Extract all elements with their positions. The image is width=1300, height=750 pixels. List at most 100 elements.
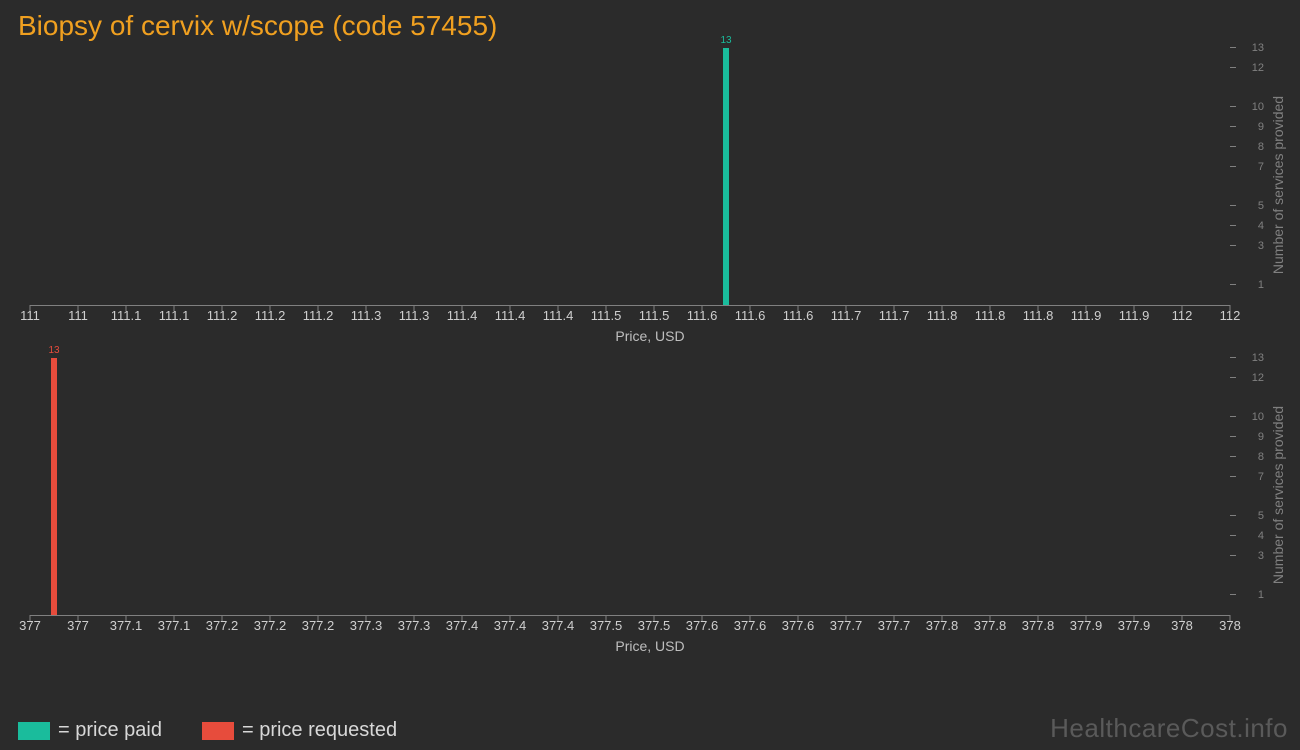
- xtick-label: 377.3: [398, 618, 431, 633]
- ytick-label: 7: [1258, 471, 1264, 483]
- ytick-mark: [1230, 166, 1236, 167]
- xtick-label: 111.5: [591, 308, 622, 323]
- xtick-label: 377.2: [206, 618, 239, 633]
- ytick-mark: [1230, 245, 1236, 246]
- ytick-label: 3: [1258, 240, 1264, 252]
- chart-top: Number of services provided 134578910121…: [20, 48, 1280, 344]
- ytick-label: 1: [1258, 279, 1264, 291]
- ytick-mark: [1230, 476, 1236, 477]
- xtick-label: 111.3: [351, 308, 382, 323]
- chart-bottom: Number of services provided 134578910121…: [20, 358, 1280, 654]
- ytick-label: 7: [1258, 161, 1264, 173]
- ylabel-top: Number of services provided: [1270, 95, 1286, 273]
- xtick-label: 377.6: [686, 618, 719, 633]
- xtick-label: 111.2: [303, 308, 334, 323]
- ytick-mark: [1230, 535, 1236, 536]
- xtick-label: 111: [20, 308, 40, 323]
- ytick-label: 8: [1258, 451, 1264, 463]
- xtick-label: 377.8: [974, 618, 1007, 633]
- xtick-label: 112: [1220, 308, 1241, 323]
- ytick-mark: [1230, 67, 1236, 68]
- xtick-label: 111.1: [111, 308, 142, 323]
- ytick-label: 10: [1252, 411, 1264, 423]
- xtick-label: 111.2: [207, 308, 238, 323]
- xtick-label: 378: [1171, 618, 1193, 633]
- xtick-label: 378: [1219, 618, 1241, 633]
- legend-swatch-requested: [202, 722, 234, 740]
- ytick-mark: [1230, 126, 1236, 127]
- ytick-label: 5: [1258, 510, 1264, 522]
- page-title: Biopsy of cervix w/scope (code 57455): [0, 0, 1300, 48]
- ytick-label: 12: [1252, 62, 1264, 74]
- ylabel-bottom: Number of services provided: [1270, 405, 1286, 583]
- xtick-label: 377: [19, 618, 41, 633]
- ytick-label: 13: [1252, 352, 1264, 364]
- ytick-label: 9: [1258, 121, 1264, 133]
- xtick-label: 111.9: [1119, 308, 1150, 323]
- xtick-label: 111.5: [639, 308, 670, 323]
- ytick-label: 4: [1258, 220, 1264, 232]
- ytick-mark: [1230, 47, 1236, 48]
- xtick-label: 111: [68, 308, 88, 323]
- legend-swatch-paid: [18, 722, 50, 740]
- xtick-label: 111.6: [735, 308, 766, 323]
- xtick-label: 377.3: [350, 618, 383, 633]
- xtick-label: 112: [1172, 308, 1193, 323]
- xtick-label: 111.8: [1023, 308, 1054, 323]
- xtick-label: 377.2: [254, 618, 287, 633]
- legend-label-paid: = price paid: [58, 719, 162, 742]
- xtick-label: 377.8: [926, 618, 959, 633]
- ytick-label: 13: [1252, 42, 1264, 54]
- ytick-mark: [1230, 146, 1236, 147]
- ytick-label: 10: [1252, 101, 1264, 113]
- ytick-label: 12: [1252, 372, 1264, 384]
- xlabel-top: Price, USD: [20, 328, 1280, 344]
- legend-item-paid: = price paid: [18, 719, 162, 742]
- ytick-mark: [1230, 357, 1236, 358]
- xtick-label: 111.2: [255, 308, 286, 323]
- xtick-label: 111.4: [543, 308, 574, 323]
- ytick-mark: [1230, 284, 1236, 285]
- xtick-label: 377.7: [878, 618, 911, 633]
- xtick-label: 111.8: [927, 308, 958, 323]
- ytick-label: 8: [1258, 141, 1264, 153]
- ytick-label: 3: [1258, 550, 1264, 562]
- xtick-label: 111.7: [879, 308, 910, 323]
- xtick-label: 111.8: [975, 308, 1006, 323]
- legend-label-requested: = price requested: [242, 719, 397, 742]
- legend: = price paid = price requested: [18, 719, 397, 742]
- xtick-label: 111.3: [399, 308, 430, 323]
- data-bar: 13: [723, 48, 729, 305]
- xtick-label: 111.9: [1071, 308, 1102, 323]
- xtick-label: 111.7: [831, 308, 862, 323]
- xtick-label: 377.5: [638, 618, 671, 633]
- ytick-mark: [1230, 106, 1236, 107]
- plot-area-bottom: Number of services provided 134578910121…: [30, 358, 1230, 616]
- xtick-label: 111.4: [495, 308, 526, 323]
- ytick-label: 4: [1258, 530, 1264, 542]
- watermark: HealthcareCost.info: [1050, 713, 1288, 744]
- xtick-label: 377: [67, 618, 89, 633]
- xtick-label: 111.6: [783, 308, 814, 323]
- xlabel-bottom: Price, USD: [20, 638, 1280, 654]
- ytick-mark: [1230, 436, 1236, 437]
- ytick-mark: [1230, 456, 1236, 457]
- xtick-label: 377.9: [1118, 618, 1151, 633]
- xtick-label: 111.1: [159, 308, 190, 323]
- plot-area-top: Number of services provided 134578910121…: [30, 48, 1230, 306]
- ytick-mark: [1230, 377, 1236, 378]
- xtick-label: 377.9: [1070, 618, 1103, 633]
- ytick-mark: [1230, 515, 1236, 516]
- xtick-label: 111.4: [447, 308, 478, 323]
- xtick-label: 377.1: [110, 618, 143, 633]
- legend-item-requested: = price requested: [202, 719, 397, 742]
- xtick-label: 377.2: [302, 618, 335, 633]
- xtick-label: 377.4: [446, 618, 479, 633]
- ytick-label: 1: [1258, 589, 1264, 601]
- bar-value-label: 13: [720, 35, 731, 46]
- xtick-label: 377.4: [542, 618, 575, 633]
- ytick-mark: [1230, 555, 1236, 556]
- ytick-label: 9: [1258, 431, 1264, 443]
- ytick-mark: [1230, 225, 1236, 226]
- ytick-label: 5: [1258, 200, 1264, 212]
